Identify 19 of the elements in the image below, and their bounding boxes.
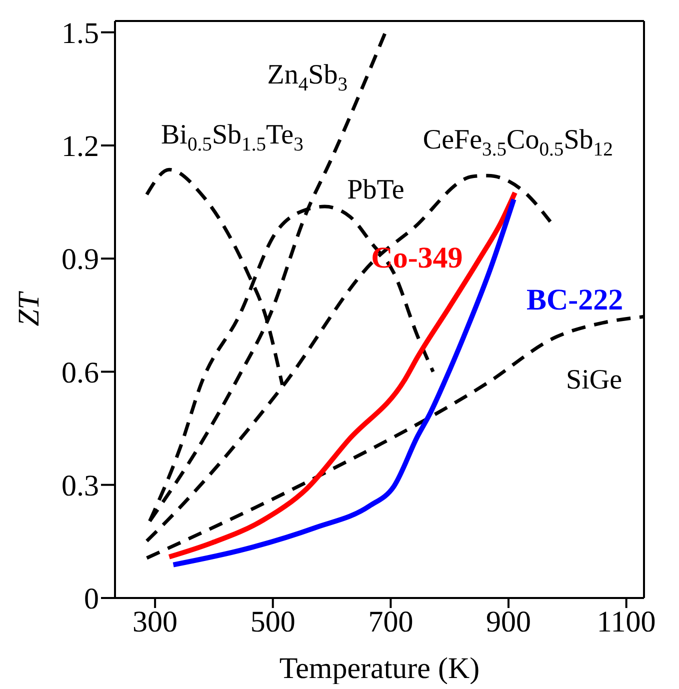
x-tick-label: 500 xyxy=(250,605,296,638)
series-label: PbTe xyxy=(347,174,404,206)
y-tick-label: 0.6 xyxy=(62,356,99,390)
series-label: BC-222 xyxy=(526,282,624,316)
y-tick-label: 0.9 xyxy=(62,243,99,276)
series-label: SiGe xyxy=(566,364,622,396)
series-label: CeFe$_{3.5}$Co$_{0.5}$Sb$_{12}$ xyxy=(422,124,613,161)
y-tick-label: 1.2 xyxy=(62,130,99,164)
series-label: Co-349 xyxy=(371,241,463,274)
y-tick-label: 0 xyxy=(84,582,99,616)
y-tick-label: 0.3 xyxy=(62,470,99,503)
series-label: Bi$_{0.5}$Sb$_{1.5}$Te$_{3}$ xyxy=(160,119,304,156)
series-label: Zn$_{4}$Sb$_{3}$ xyxy=(267,58,348,96)
x-tick-label: 1100 xyxy=(596,605,656,638)
x-tick-label: 900 xyxy=(486,605,532,638)
x-tick-label: 300 xyxy=(132,605,178,638)
x-tick-label: 700 xyxy=(368,605,414,638)
y-axis-title: ZT xyxy=(12,290,46,326)
y-tick-label: 1.5 xyxy=(62,16,99,50)
